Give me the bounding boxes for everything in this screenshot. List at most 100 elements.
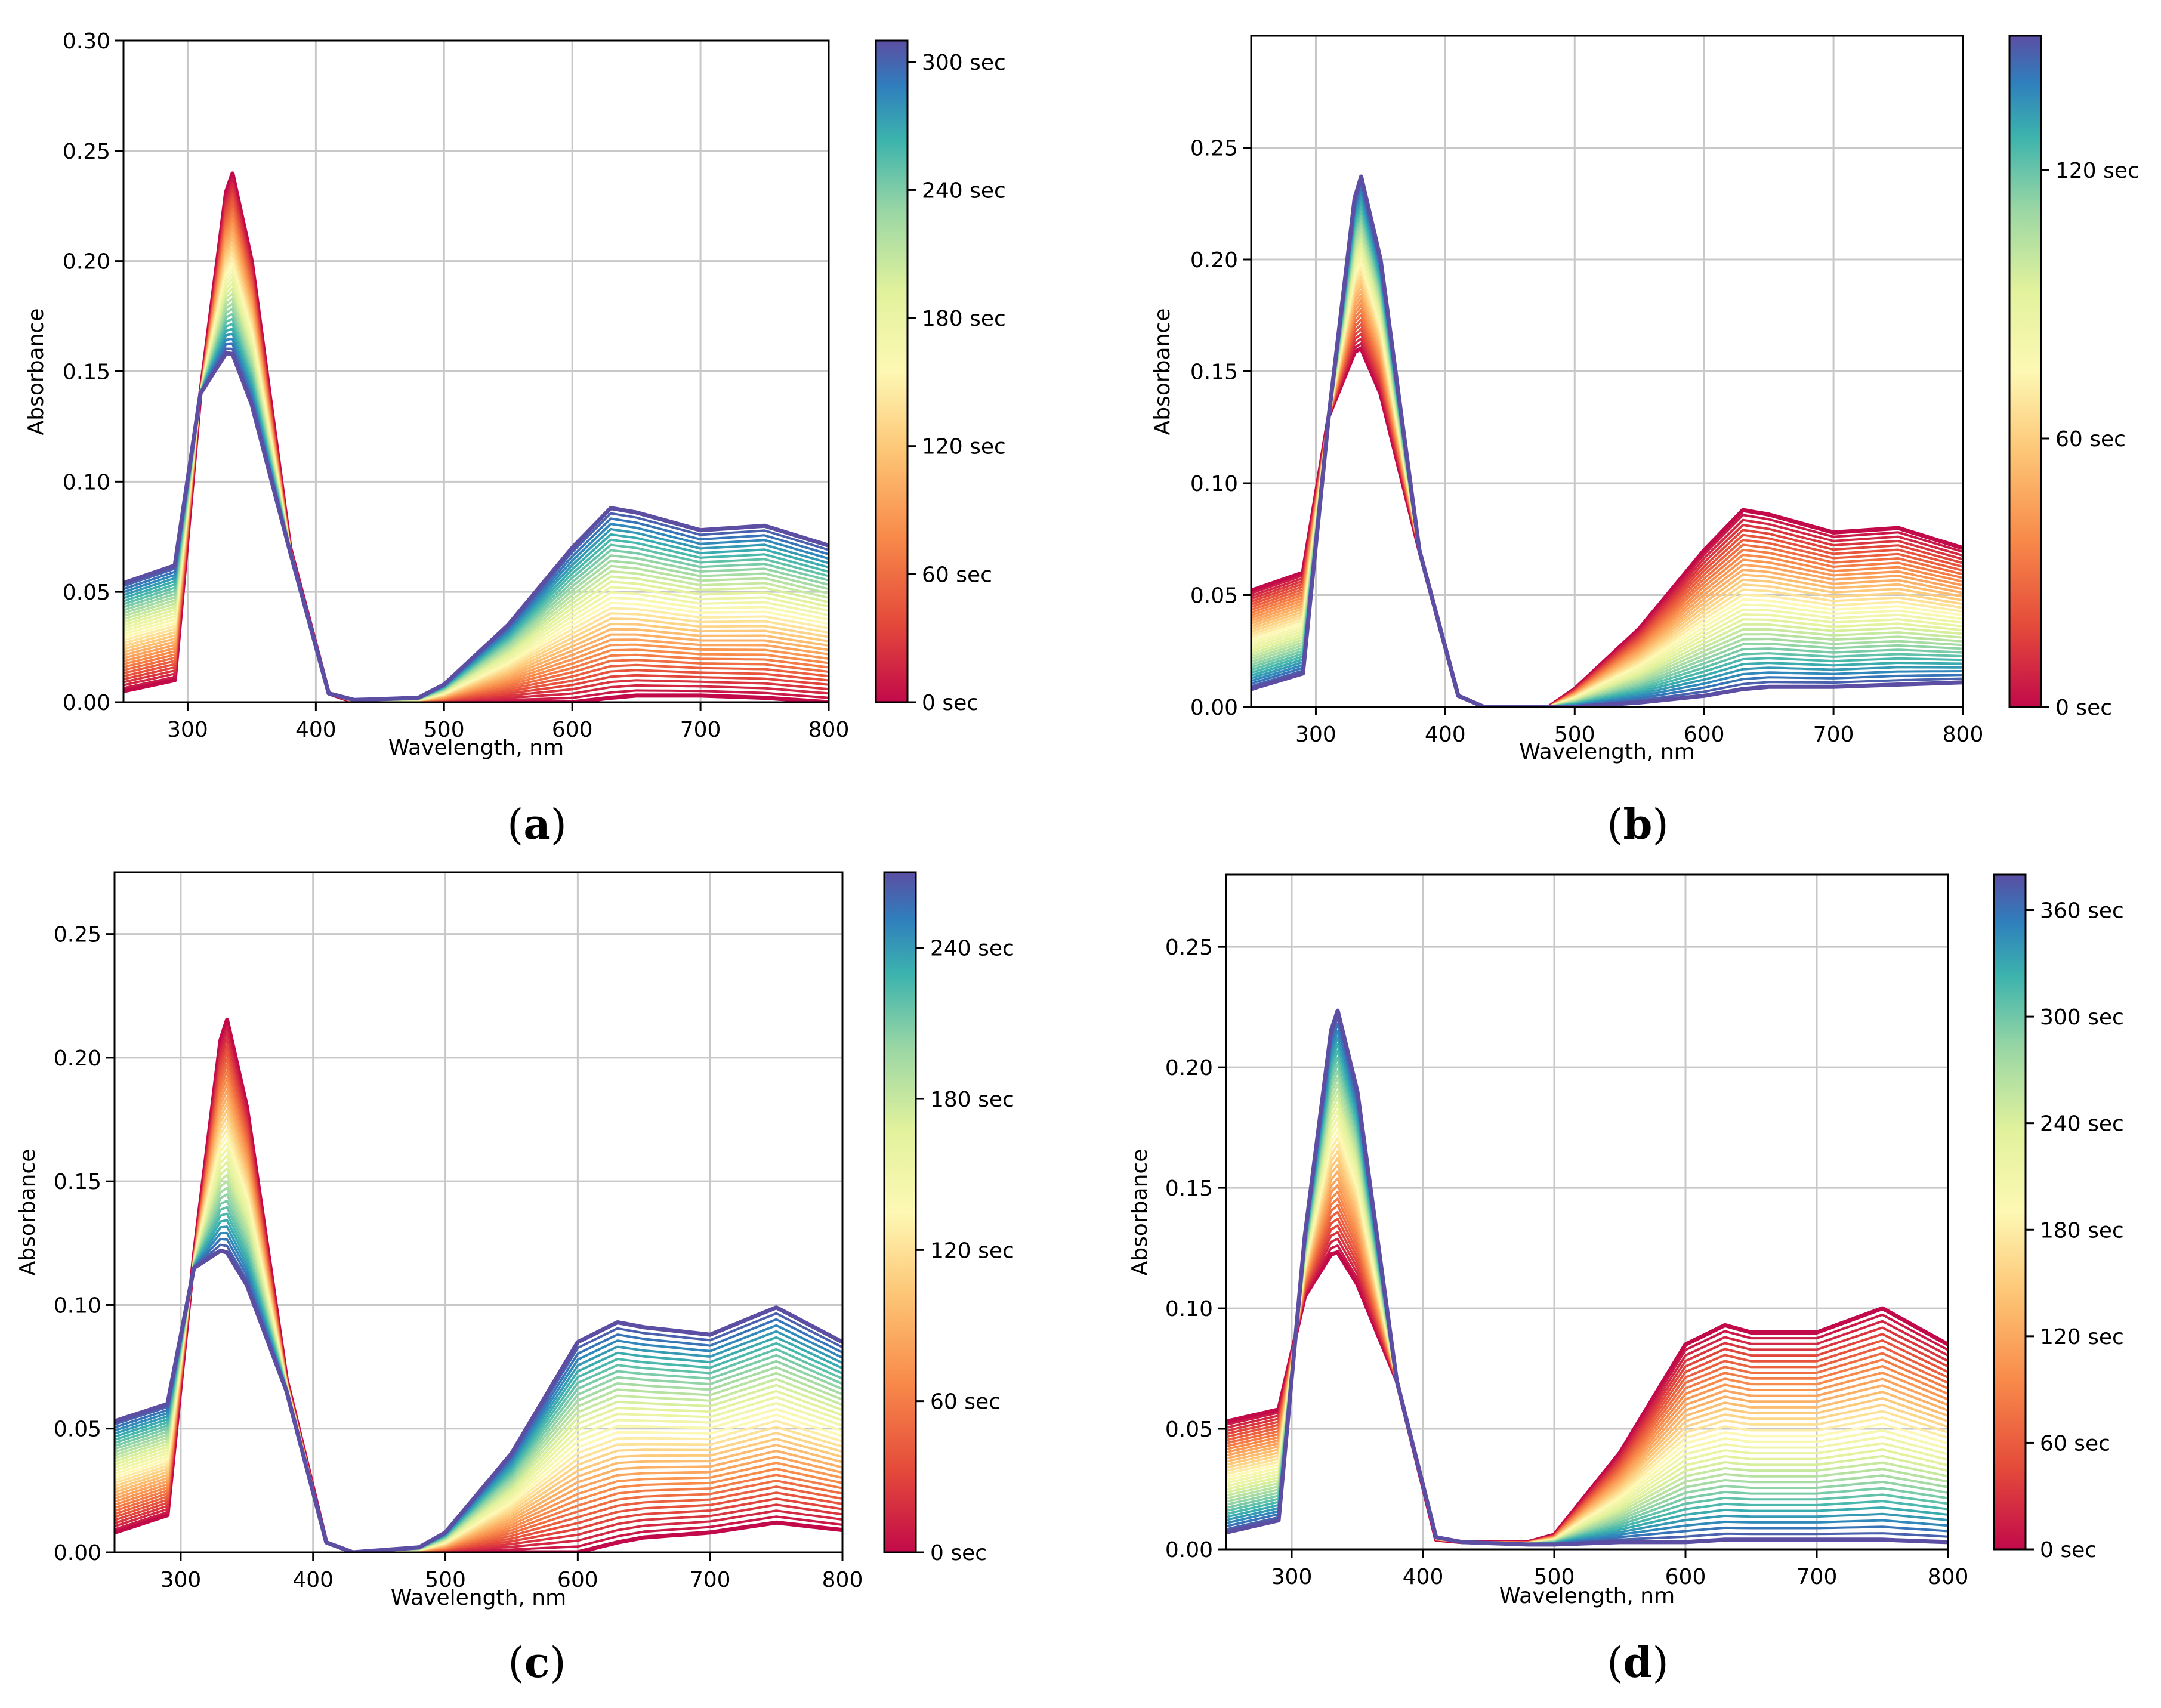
- series-line-intermediate: [1226, 1070, 1948, 1545]
- y-tick-label: 0.25: [1190, 137, 1238, 161]
- chart-panel-a: 300 400 500 600 700 800 0.00 0.05 0.10 0.15 0.20 0.…: [24, 29, 1006, 760]
- series-line-intermediate: [115, 1089, 842, 1552]
- x-tick-label: 700: [1813, 722, 1854, 747]
- series-line-intermediate: [1226, 1090, 1948, 1545]
- series-line-0-sec: [115, 1018, 842, 1552]
- x-tick-label: 800: [1943, 722, 1984, 747]
- x-axis-label: Wavelength, nm: [1519, 740, 1694, 764]
- x-tick-label: 400: [1403, 1565, 1444, 1589]
- colorbar-tick-label: 120 sec: [2040, 1325, 2124, 1349]
- colorbar-tick-label: 60 sec: [2040, 1431, 2110, 1456]
- y-tick-label: 0.20: [63, 250, 110, 274]
- x-tick-label: 800: [1928, 1565, 1969, 1589]
- chart-panel-c: 300 400 500 600 700 800 0.00 0.05 0.10 0.15 0.20 0.…: [16, 871, 1014, 1610]
- series-line-intermediate: [1226, 1083, 1948, 1545]
- y-axis-label: Absorbance: [1128, 1149, 1152, 1276]
- y-tick-label: 0.25: [63, 140, 110, 164]
- x-axis-label: Wavelength, nm: [1499, 1584, 1675, 1608]
- x-tick-label: 600: [1684, 722, 1725, 747]
- x-tick-label: 300: [1271, 1565, 1313, 1589]
- series-line-intermediate: [124, 288, 829, 702]
- y-tick-label: 0.20: [54, 1046, 101, 1071]
- series-line-intermediate: [115, 1083, 842, 1552]
- series-line-intermediate: [1226, 1110, 1948, 1545]
- series-line-intermediate: [1226, 1144, 1948, 1545]
- x-tick-label: 800: [822, 1568, 863, 1592]
- y-axis-label: Absorbance: [24, 308, 48, 436]
- x-tick-label: 400: [292, 1568, 334, 1592]
- series-line-intermediate: [115, 1096, 842, 1552]
- x-tick-label: 300: [1295, 722, 1336, 747]
- x-tick-label: 800: [808, 718, 850, 742]
- series-line-intermediate: [115, 1193, 842, 1552]
- series-line-intermediate: [1226, 1063, 1948, 1545]
- colorbar-tick-label: 180 sec: [922, 307, 1006, 331]
- series-line-300-sec: [124, 351, 829, 702]
- series-line-intermediate: [115, 1077, 842, 1552]
- series-line-intermediate: [124, 347, 829, 702]
- y-tick-label: 0.10: [1165, 1297, 1213, 1321]
- axes-frame: [1225, 873, 1949, 1551]
- y-tick-label: 0.10: [54, 1293, 101, 1318]
- series-line-intermediate: [1226, 1103, 1948, 1545]
- x-tick-label: 600: [552, 718, 593, 742]
- curve-family: [124, 171, 829, 702]
- colorbar-tick-label: 0 sec: [922, 691, 978, 715]
- x-tick-label: 400: [1425, 722, 1466, 747]
- curve-family: [115, 1018, 842, 1552]
- series-line-intermediate: [124, 322, 829, 702]
- series-line-intermediate: [1251, 257, 1963, 707]
- y-tick-label: 0.10: [63, 470, 110, 495]
- series-line-intermediate: [115, 1160, 842, 1552]
- series-line-intermediate: [1251, 323, 1963, 707]
- series-line-intermediate: [1226, 1023, 1948, 1546]
- series-line-intermediate: [1251, 299, 1963, 707]
- y-tick-label: 0.00: [1190, 696, 1238, 720]
- panel-caption-a: (a): [507, 799, 567, 849]
- panel-caption-d: (d): [1607, 1638, 1669, 1687]
- y-axis-label: Absorbance: [1150, 308, 1175, 436]
- y-tick-label: 0.15: [1165, 1176, 1213, 1201]
- series-line-intermediate: [115, 1128, 842, 1552]
- series-line-intermediate: [124, 247, 829, 702]
- colorbar-tick-label: 240 sec: [2040, 1112, 2124, 1136]
- chart-panel-b: 300 400 500 600 700 800 0.00 0.05 0.10 0.15 0.20 0.…: [1150, 35, 2140, 764]
- y-tick-label: 0.00: [1165, 1538, 1213, 1562]
- series-line-intermediate: [115, 1173, 842, 1552]
- series-line-intermediate: [1226, 1190, 1948, 1544]
- series-line-intermediate: [115, 1109, 842, 1552]
- y-tick-label: 0.25: [54, 923, 101, 947]
- y-tick-label: 0.25: [1165, 935, 1213, 960]
- series-line-intermediate: [115, 1044, 842, 1552]
- colorbar-tick-label: 180 sec: [930, 1088, 1014, 1112]
- x-tick-label: 500: [1534, 1565, 1575, 1589]
- colorbar: [2008, 35, 2042, 708]
- y-tick-label: 0.15: [63, 360, 110, 385]
- series-line-intermediate: [1251, 318, 1963, 707]
- y-tick-label: 0.05: [54, 1417, 101, 1442]
- series-line-intermediate: [115, 1180, 842, 1552]
- series-line-intermediate: [115, 1154, 842, 1552]
- x-tick-label: 500: [425, 1568, 466, 1592]
- series-line-intermediate: [115, 1051, 842, 1552]
- colorbar-tick-label: 0 sec: [930, 1541, 987, 1565]
- series-line-intermediate: [115, 1057, 842, 1552]
- colorbar-tick-label: 60 sec: [2055, 427, 2126, 452]
- series-line-intermediate: [1251, 289, 1963, 707]
- y-tick-label: 0.05: [1190, 584, 1238, 609]
- series-line-intermediate: [1226, 1130, 1948, 1545]
- y-tick-label: 0.00: [54, 1541, 101, 1565]
- x-axis-label: Wavelength, nm: [391, 1586, 566, 1610]
- series-line-intermediate: [115, 1038, 842, 1552]
- series-line-intermediate: [124, 252, 829, 702]
- x-axis-label: Wavelength, nm: [388, 736, 564, 760]
- curve-family: [1251, 174, 1963, 707]
- series-line-intermediate: [115, 1031, 842, 1552]
- series-line-intermediate: [115, 1141, 842, 1552]
- colorbar: [1993, 873, 2027, 1551]
- x-tick-label: 500: [1554, 722, 1595, 747]
- x-tick-label: 300: [160, 1568, 202, 1592]
- colorbar-tick-label: 0 sec: [2055, 696, 2112, 720]
- chart-panel-d: 300 400 500 600 700 800 0.00 0.05 0.10 0.15 0.20 0.…: [1128, 873, 2124, 1608]
